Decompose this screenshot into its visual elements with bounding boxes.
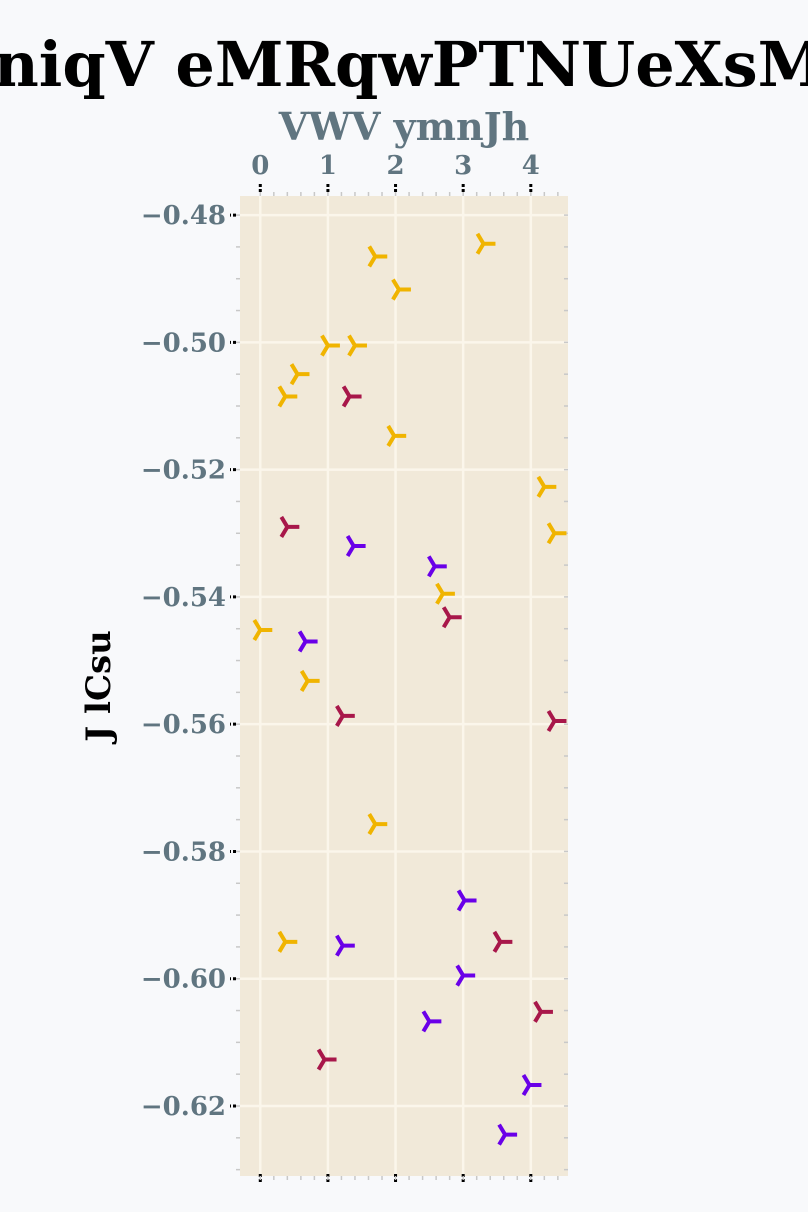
y-tick-label: −0.56 <box>141 710 226 740</box>
data-point-series-1 <box>252 618 273 642</box>
data-point-series-1 <box>277 385 298 408</box>
data-point-series-2 <box>492 930 513 953</box>
x-tick-label: 1 <box>319 151 337 181</box>
data-point-series-3 <box>335 934 355 957</box>
data-point-series-2 <box>441 606 462 629</box>
y-tick-label: −0.60 <box>141 965 226 995</box>
chart-title: niqV eMRqwPTNUeXsM <box>0 28 808 101</box>
data-point-series-1 <box>299 669 320 692</box>
data-point-series-1 <box>320 334 340 357</box>
x-tick-label: 2 <box>386 151 404 181</box>
plot-area <box>240 196 568 1176</box>
data-point-series-1 <box>391 278 411 301</box>
data-point-series-3 <box>497 1123 518 1146</box>
data-point-series-1 <box>367 245 388 268</box>
y-tick-label: −0.50 <box>141 328 226 358</box>
y-tick-label: −0.62 <box>141 1092 226 1122</box>
y-tick-label: −0.54 <box>141 583 226 613</box>
data-point-series-3 <box>521 1073 542 1097</box>
data-point-series-2 <box>546 709 567 733</box>
y-tick-label: −0.52 <box>141 456 226 486</box>
data-point-series-1 <box>475 232 496 255</box>
data-point-series-1 <box>347 334 367 357</box>
data-point-series-1 <box>536 475 557 498</box>
data-point-series-2 <box>341 385 362 408</box>
data-point-series-2 <box>335 704 355 727</box>
data-point-series-3 <box>421 1010 442 1033</box>
data-point-series-1 <box>289 363 310 386</box>
data-point-series-3 <box>297 630 318 653</box>
grid-lines <box>240 196 568 1176</box>
data-point-series-1 <box>367 813 388 836</box>
x-axis-label: VWV ymnJh <box>278 104 529 149</box>
data-point-series-3 <box>456 889 477 912</box>
data-point-series-3 <box>345 534 366 558</box>
data-points <box>252 232 567 1146</box>
x-tick-label: 0 <box>251 151 269 181</box>
x-tick-label: 4 <box>522 151 540 181</box>
data-point-series-3 <box>455 964 476 987</box>
data-point-series-3 <box>427 555 447 578</box>
data-point-series-1 <box>386 424 407 447</box>
y-tick-label: −0.58 <box>141 837 226 867</box>
data-point-series-2 <box>279 515 300 538</box>
data-point-series-2 <box>533 1000 553 1023</box>
axis-ticks: 0 1 2 3 4 −0.48 −0.50 −0.52 −0.54 −0.56 −0.58 −0.60… <box>141 151 568 1182</box>
data-point-series-1 <box>277 930 298 953</box>
y-axis-label: J lCsu <box>79 630 119 745</box>
data-point-series-1 <box>546 522 567 545</box>
y-tick-label: −0.48 <box>141 201 226 231</box>
data-point-series-1 <box>435 582 455 605</box>
data-point-series-2 <box>316 1048 337 1071</box>
x-tick-label: 3 <box>454 151 472 181</box>
